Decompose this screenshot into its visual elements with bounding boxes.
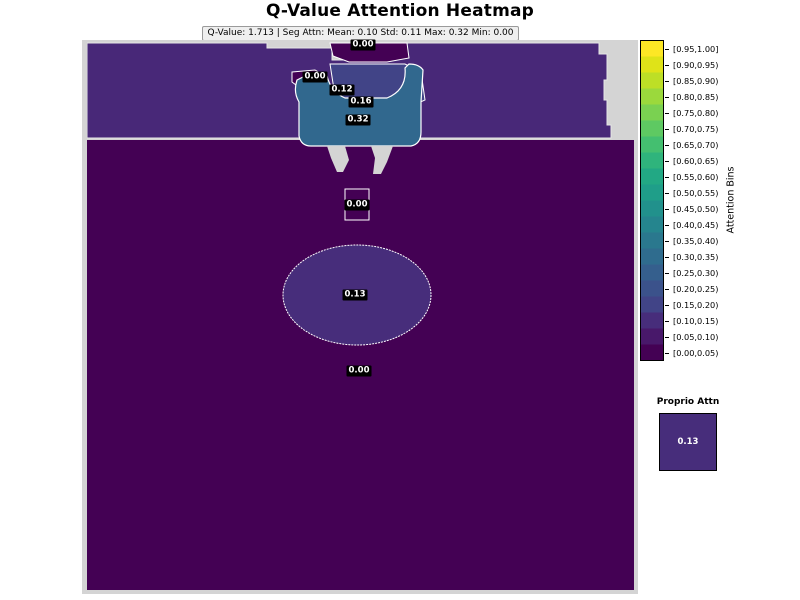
- colorbar-bin-label: [0.65,0.70): [673, 139, 719, 150]
- segment-top-mid: [329, 42, 410, 63]
- colorbar-tick: [665, 48, 669, 50]
- chart-title: Q-Value Attention Heatmap: [265, 1, 535, 21]
- colorbar-bin-label: [0.60,0.65): [673, 155, 719, 166]
- colorbar-axis-label: Attention Bins: [725, 166, 737, 234]
- colorbar-tick: [665, 272, 669, 274]
- colorbar-tick: [665, 112, 669, 114]
- colorbar-tick: [665, 336, 669, 338]
- colorbar-bin-label: [0.35,0.40): [673, 235, 719, 246]
- colorbar-bin-label: [0.15,0.20): [673, 299, 719, 310]
- colorbar-bin: [640, 296, 664, 313]
- value-label-object-main: 0.32: [345, 114, 371, 126]
- colorbar-tick: [665, 96, 669, 98]
- colorbar-bin-label: [0.40,0.45): [673, 219, 719, 230]
- colorbar-tick: [665, 128, 669, 130]
- colorbar-bin: [640, 312, 664, 329]
- colorbar-tick: [665, 192, 669, 194]
- colorbar-bin: [640, 248, 664, 265]
- colorbar-tick: [665, 80, 669, 82]
- value-label-top-left-small: 0.00: [302, 71, 328, 83]
- proprio-attn-value: 0.13: [677, 437, 699, 447]
- colorbar-tick: [665, 64, 669, 66]
- colorbar-tick: [665, 304, 669, 306]
- colorbar-bin: [640, 184, 664, 201]
- colorbar-tick: [665, 240, 669, 242]
- colorbar-bin: [640, 136, 664, 153]
- colorbar-tick: [665, 224, 669, 226]
- colorbar-bin-label: [0.10,0.15): [673, 315, 719, 326]
- colorbar-bin-label: [0.00,0.05): [673, 347, 719, 358]
- colorbar-bin: [640, 216, 664, 233]
- colorbar-bin-label: [0.05,0.10): [673, 331, 719, 342]
- colorbar-bin: [640, 56, 664, 73]
- gripper-right: [371, 146, 393, 174]
- colorbar-bin: [640, 152, 664, 169]
- colorbar-outline: [640, 40, 664, 361]
- colorbar-tick: [665, 320, 669, 322]
- colorbar-bin: [640, 40, 664, 57]
- colorbar-bin-label: [0.55,0.60): [673, 171, 719, 182]
- colorbar-bin-label: [0.50,0.55): [673, 187, 719, 198]
- value-label-top-mid: 0.00: [350, 39, 376, 51]
- heatmap-panel: 0.00 0.00 0.12 0.16 0.32 0.00 0.13 0.00: [82, 39, 638, 594]
- colorbar-bin: [640, 72, 664, 89]
- value-label-background: 0.00: [346, 365, 372, 377]
- colorbar-bin-label: [0.45,0.50): [673, 203, 719, 214]
- colorbar-bin-label: [0.75,0.80): [673, 107, 719, 118]
- colorbar-bin: [640, 280, 664, 297]
- colorbar-bin-label: [0.85,0.90): [673, 75, 719, 86]
- colorbar-bin-label: [0.95,1.00]: [673, 43, 719, 54]
- value-label-ellipse: 0.13: [342, 289, 368, 301]
- colorbar: [640, 40, 664, 361]
- colorbar-tick: [665, 208, 669, 210]
- colorbar-bin: [640, 200, 664, 217]
- colorbar-tick: [665, 176, 669, 178]
- colorbar-bin: [640, 104, 664, 121]
- colorbar-bin-label: [0.90,0.95): [673, 59, 719, 70]
- colorbar-bin-label: [0.20,0.25): [673, 283, 719, 294]
- colorbar-tick: [665, 352, 669, 354]
- proprio-attn-title: Proprio Attn: [656, 397, 720, 407]
- colorbar-tick: [665, 288, 669, 290]
- value-label-upper-band-b: 0.16: [348, 96, 374, 108]
- colorbar-bin: [640, 168, 664, 185]
- value-label-upper-band-a: 0.12: [329, 84, 355, 96]
- gripper-left: [327, 146, 349, 172]
- colorbar-tick: [665, 144, 669, 146]
- heatmap-image: [87, 42, 634, 590]
- colorbar-bin: [640, 232, 664, 249]
- colorbar-bin: [640, 120, 664, 137]
- colorbar-bin-label: [0.80,0.85): [673, 91, 719, 102]
- colorbar-tick: [665, 160, 669, 162]
- colorbar-bin-label: [0.70,0.75): [673, 123, 719, 134]
- colorbar-bin-label: [0.30,0.35): [673, 251, 719, 262]
- colorbar-bin: [640, 88, 664, 105]
- colorbar-bin: [640, 328, 664, 345]
- colorbar-bin: [640, 344, 664, 361]
- value-label-small-box: 0.00: [344, 199, 370, 211]
- colorbar-bin: [640, 264, 664, 281]
- colorbar-tick: [665, 256, 669, 258]
- proprio-attn-cell: 0.13: [659, 413, 717, 471]
- colorbar-bin-label: [0.25,0.30): [673, 267, 719, 278]
